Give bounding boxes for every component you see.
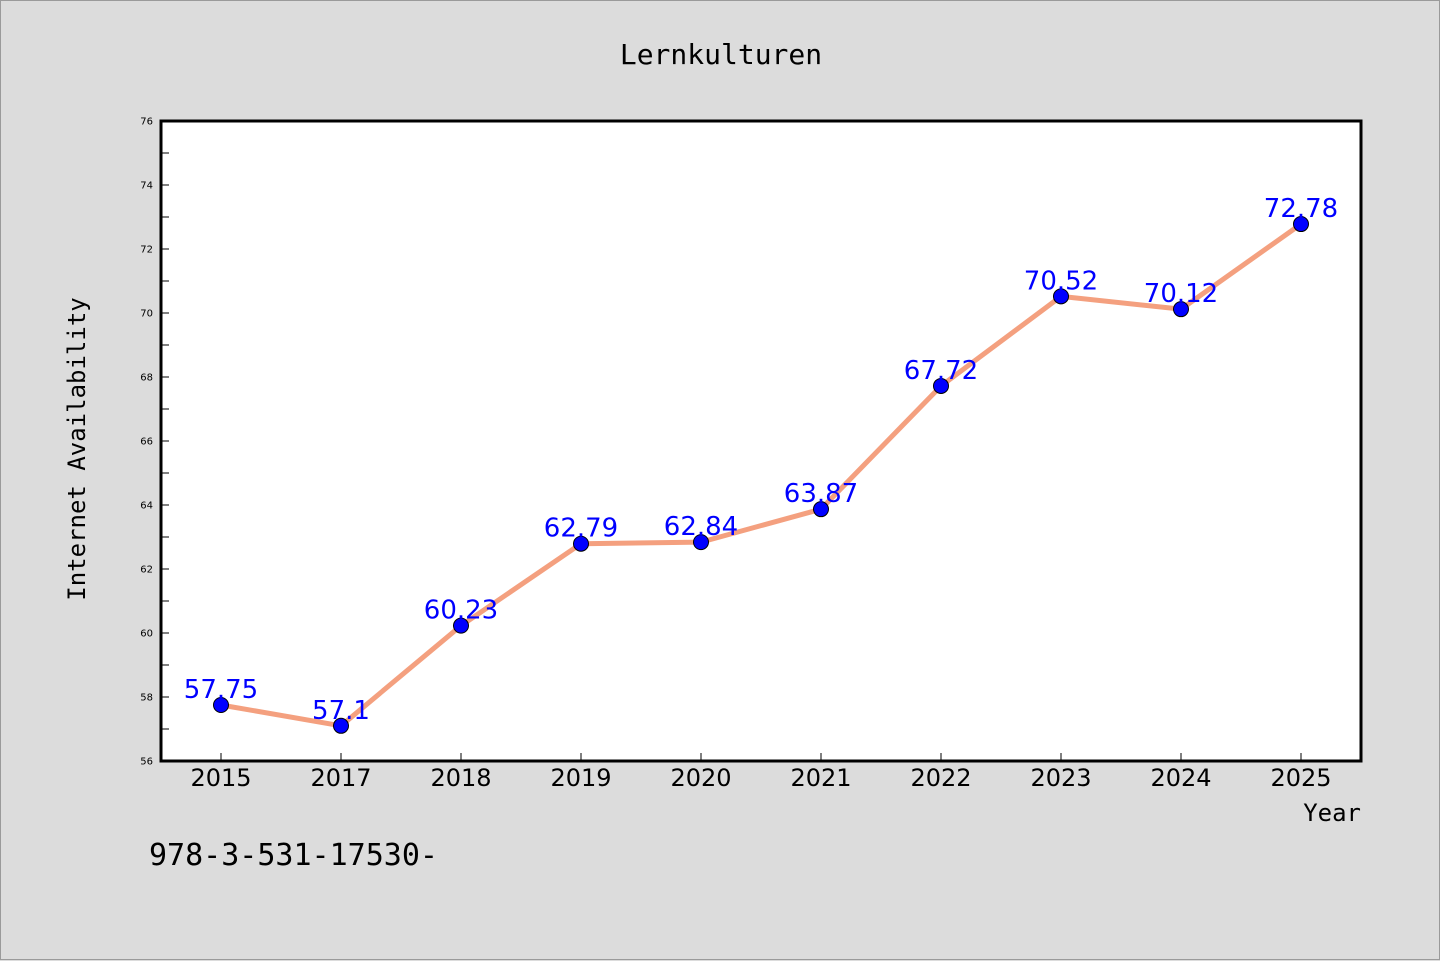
x-axis-label: Year — [1303, 799, 1361, 827]
data-label: 62.84 — [664, 512, 738, 542]
data-label: 63.87 — [784, 479, 858, 509]
y-tick-label: 70 — [140, 309, 153, 320]
data-point — [333, 717, 349, 734]
x-tick-label: 2023 — [1030, 764, 1091, 792]
y-tick-label: 60 — [140, 629, 153, 640]
x-tick-label: 2019 — [550, 764, 611, 792]
data-label: 70.52 — [1024, 266, 1098, 296]
x-tick-label: 2020 — [670, 764, 731, 792]
x-tick-label: 2021 — [790, 764, 851, 792]
y-tick-label: 68 — [140, 373, 153, 384]
y-tick-label: 76 — [140, 117, 153, 128]
y-tick-label: 58 — [140, 693, 153, 704]
y-tick-label: 74 — [140, 181, 153, 192]
data-point — [933, 377, 949, 394]
data-point — [1173, 301, 1189, 318]
data-label: 67.72 — [904, 356, 978, 386]
data-label: 60.23 — [424, 596, 498, 626]
x-tick-label: 2017 — [310, 764, 371, 792]
data-point — [453, 617, 469, 634]
data-labels-group: 57.75 57.1 60.23 62.79 62.84 63.87 67.72 70.52 7… — [184, 194, 1338, 726]
x-tick-label: 2025 — [1270, 764, 1331, 792]
y-tick-label: 62 — [140, 565, 153, 576]
footer-isbn-text: 978-3-531-17530- — [149, 838, 438, 873]
plot-area — [161, 121, 1361, 761]
data-point — [813, 501, 829, 518]
data-label: 57.1 — [312, 696, 370, 726]
x-tick-label: 2022 — [910, 764, 971, 792]
y-tick-label: 56 — [140, 757, 153, 768]
data-point — [693, 534, 709, 551]
series-line — [218, 221, 1304, 729]
plot-border — [159, 119, 1363, 763]
data-point — [1293, 216, 1309, 233]
chart-title: Lernkulturen — [620, 38, 822, 71]
x-tick-label: 2018 — [430, 764, 491, 792]
series-markers-group — [213, 216, 1309, 734]
x-tick-label: 2015 — [190, 764, 251, 792]
y-axis-label: Internet Availability — [63, 297, 91, 600]
y-tick-label: 72 — [140, 245, 153, 256]
y-tick-label: 66 — [140, 437, 153, 448]
y-tick-label: 64 — [140, 501, 153, 512]
data-point — [573, 535, 589, 552]
data-point — [1053, 288, 1069, 305]
series-line-group — [218, 221, 1304, 729]
y-axis-ticks: 56 58 60 62 64 66 68 70 72 74 76 — [140, 117, 169, 768]
x-axis-ticks: 2015 2017 2018 2019 2020 2021 2022 2023 2024 2025 — [190, 753, 1332, 792]
data-label: 70.12 — [1144, 279, 1218, 309]
data-label: 62.79 — [544, 514, 618, 544]
data-label: 72.78 — [1264, 194, 1338, 224]
data-point — [213, 697, 229, 713]
data-label: 57.75 — [184, 675, 258, 705]
x-tick-label: 2024 — [1150, 764, 1211, 792]
